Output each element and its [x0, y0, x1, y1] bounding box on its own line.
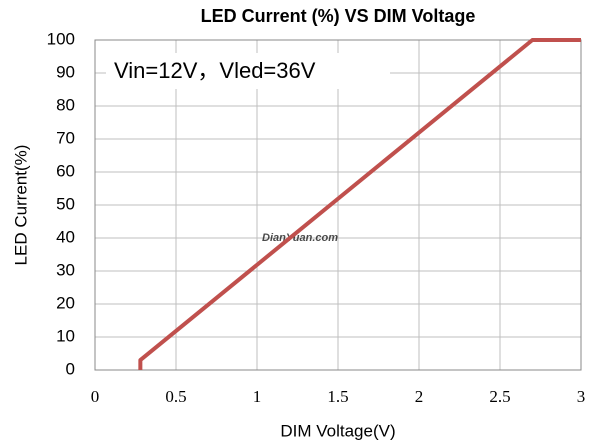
- plot-frame: [94, 39, 582, 371]
- x-tick-label: 0: [91, 387, 100, 406]
- x-axis-label: DIM Voltage(V): [280, 421, 395, 440]
- x-tick-label: 0.5: [165, 387, 186, 406]
- y-tick-label: 30: [56, 260, 75, 279]
- grid: [94, 39, 582, 371]
- y-axis-label: LED Current(%): [11, 145, 30, 266]
- x-tick-label: 2.5: [489, 387, 510, 406]
- y-tick-label: 60: [56, 161, 75, 180]
- y-tick-label: 40: [56, 227, 75, 246]
- annotation-box: [106, 53, 390, 89]
- y-tick-label: 50: [56, 194, 75, 213]
- y-tick-label: 0: [66, 359, 75, 378]
- chart-title: LED Current (%) VS DIM Voltage: [201, 6, 476, 26]
- annotation: Vin=12V，Vled=36V: [114, 58, 316, 83]
- x-tick-label: 2: [415, 387, 424, 406]
- x-tick-label: 1.5: [327, 387, 348, 406]
- y-tick-label: 70: [56, 128, 75, 147]
- y-tick-label: 100: [47, 29, 75, 48]
- watermark: DianYuan.com: [262, 232, 338, 244]
- y-tick-label: 90: [56, 62, 75, 81]
- data-line: [138, 38, 581, 370]
- x-tick-label: 1: [253, 387, 262, 406]
- y-tick-label: 20: [56, 293, 75, 312]
- y-tick-label: 10: [56, 326, 75, 345]
- x-tick-label: 3: [577, 387, 586, 406]
- y-tick-label: 80: [56, 95, 75, 114]
